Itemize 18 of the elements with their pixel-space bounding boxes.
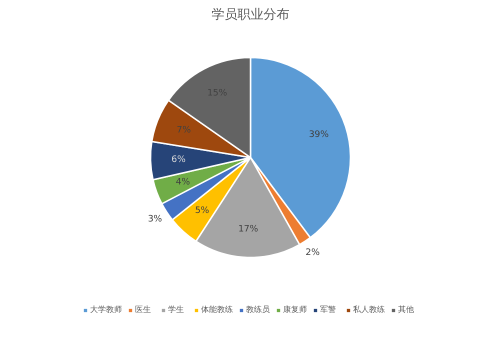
legend-label: 教练员 — [246, 304, 270, 315]
data-label: 2% — [306, 248, 320, 258]
legend-label: 医生 — [135, 304, 152, 315]
legend-label: 其他 — [398, 304, 415, 315]
data-label: 17% — [238, 224, 259, 234]
data-label: 39% — [308, 130, 330, 140]
legend-label: 大学教师 — [90, 304, 122, 315]
data-label: 7% — [176, 125, 192, 136]
legend-label: 学生 — [168, 304, 185, 315]
legend-label: 军警 — [320, 304, 337, 315]
data-label: 5% — [194, 206, 210, 216]
legend-label: 体能教练 — [201, 304, 233, 315]
legend-label: 私人教练 — [353, 304, 385, 315]
chart-title: 学员职业分布 — [212, 8, 290, 22]
data-label: 3% — [148, 214, 163, 225]
data-label: 6% — [171, 154, 186, 165]
legend-label: 康复师 — [283, 304, 307, 315]
data-label: 4% — [176, 177, 191, 188]
